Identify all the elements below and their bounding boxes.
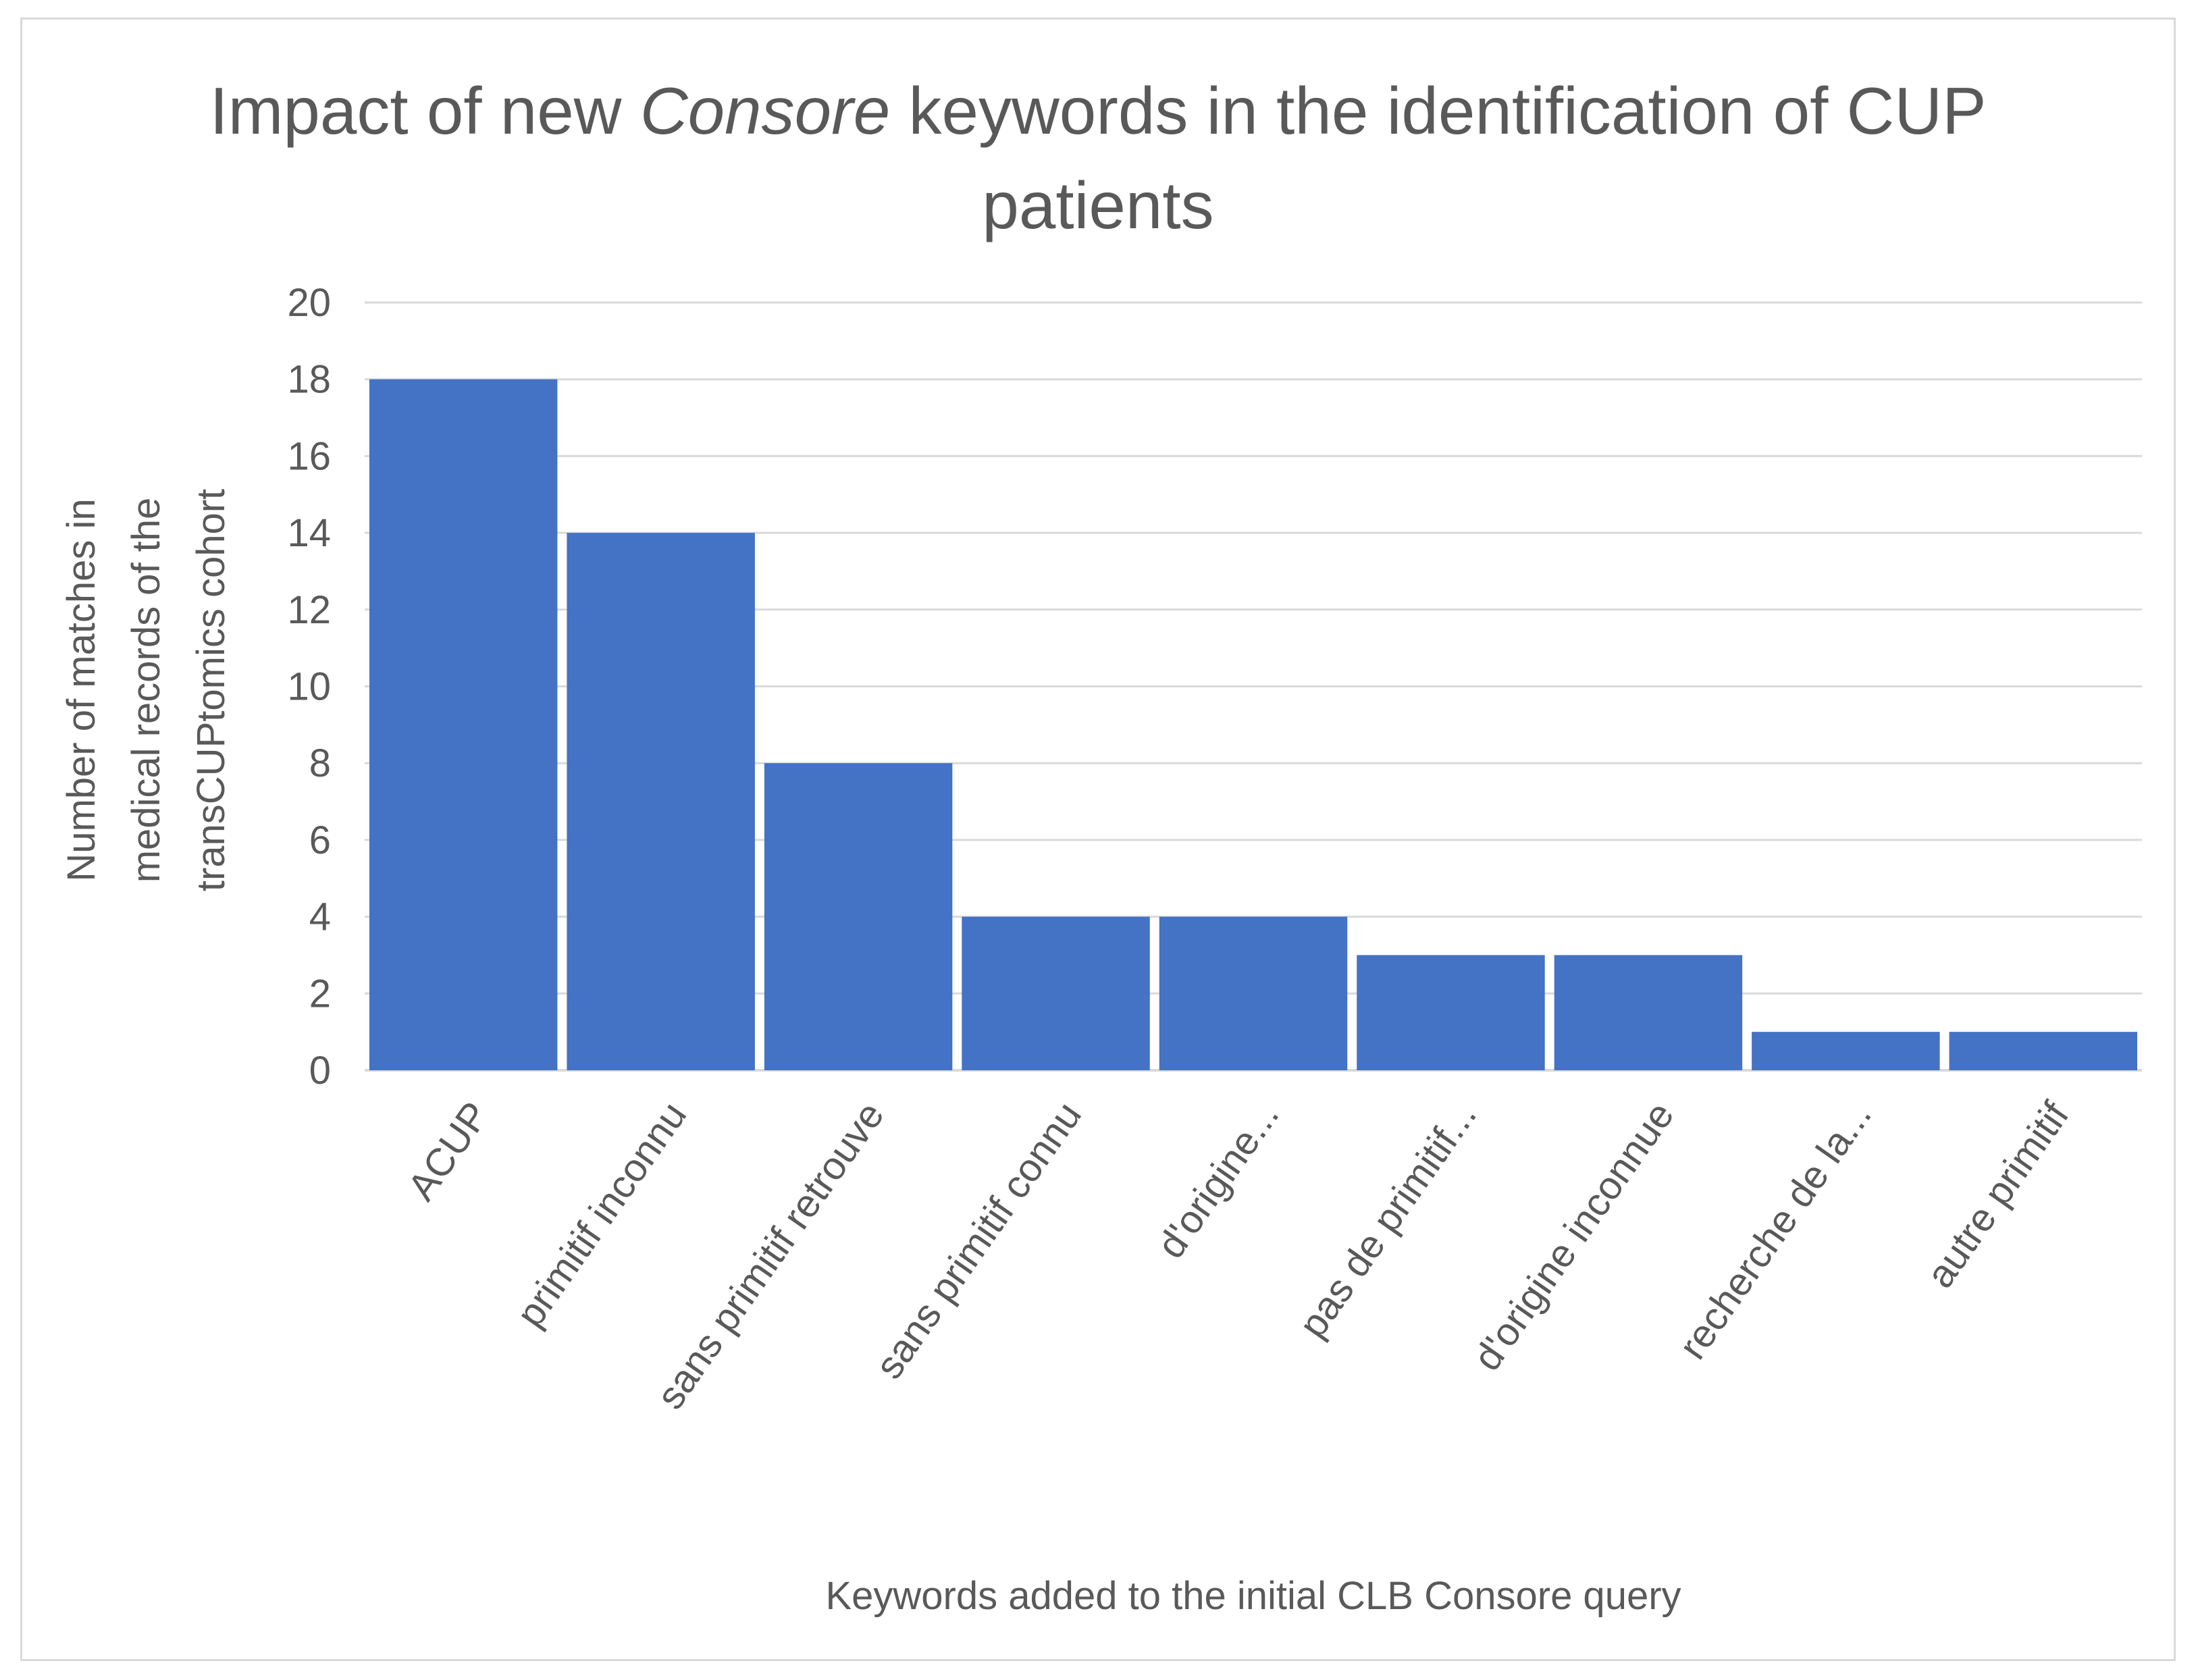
chart-title-line2: patients [982, 168, 1213, 242]
y-tick-label: 0 [309, 1049, 331, 1093]
x-category-label: primitif inconnu [508, 1094, 695, 1335]
x-category-label: recherche de la... [1671, 1094, 1880, 1367]
bar-2 [567, 533, 755, 1070]
x-category-label: ACUP [399, 1094, 498, 1208]
bar-3 [764, 763, 953, 1070]
y-tick-label: 8 [309, 741, 331, 785]
x-category-label: autre primitif [1918, 1093, 2078, 1295]
y-tick-label: 12 [287, 588, 331, 632]
y-axis-title-line3: transCUPtomics cohort [189, 489, 233, 891]
y-tick-label: 20 [287, 281, 331, 325]
x-category-label: d'origine... [1149, 1094, 1288, 1266]
x-category-label: d'origine inconnue [1465, 1094, 1682, 1378]
bars [369, 379, 2137, 1070]
bar-7 [1554, 955, 1743, 1070]
x-category-label: sans primitif retrouve [648, 1094, 893, 1417]
x-axis-title: Keywords added to the initial CLB Consor… [825, 1574, 1681, 1618]
y-tick-label: 4 [309, 895, 331, 939]
x-category-label: sans primitif connu [867, 1094, 1091, 1386]
y-tick-label: 10 [287, 665, 331, 709]
y-tick-label: 6 [309, 818, 331, 862]
y-axis-ticks: 0 2 4 6 8 10 12 14 16 18 20 [287, 281, 331, 1093]
bar-6 [1357, 955, 1545, 1070]
chart-title-line1: Impact of new Consore keywords in the id… [210, 74, 1987, 148]
bar-1 [369, 379, 558, 1070]
y-tick-label: 2 [309, 972, 331, 1016]
y-tick-label: 14 [287, 511, 331, 555]
bar-5 [1159, 916, 1348, 1070]
y-tick-label: 18 [287, 358, 331, 402]
y-tick-label: 16 [287, 434, 331, 478]
bar-4 [962, 916, 1150, 1070]
bar-9 [1949, 1032, 2137, 1070]
y-axis-title-line2: medical records of the [124, 498, 168, 883]
y-axis-title: Number of matches in medical records of … [59, 489, 233, 891]
y-axis-title-line1: Number of matches in [59, 498, 103, 881]
x-category-label: pas de primitif... [1290, 1094, 1485, 1346]
bar-8 [1752, 1032, 1940, 1070]
